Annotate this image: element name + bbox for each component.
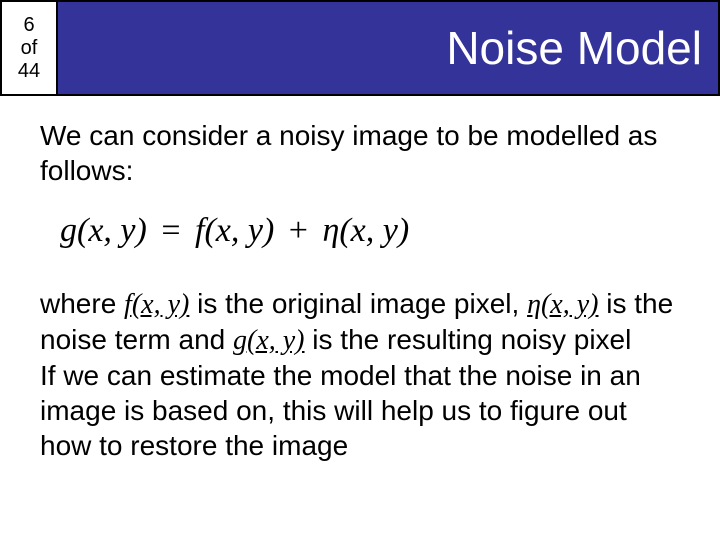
slide-content: We can consider a noisy image to be mode… — [0, 96, 720, 463]
eq-equals: = — [147, 212, 195, 249]
math-f: f(x, y) — [124, 289, 189, 320]
eq-rhs1-args: (x, y) — [204, 212, 274, 249]
page-counter: 6 of 44 — [2, 2, 58, 94]
math-g: g(x, y) — [233, 325, 305, 356]
eq-plus: + — [274, 212, 322, 249]
page-total: 44 — [18, 60, 40, 83]
eq-rhs2-args: (x, y) — [339, 212, 409, 249]
slide-title: Noise Model — [446, 21, 702, 75]
eq-lhs-args: (x, y) — [77, 212, 147, 249]
body-paragraph-2: If we can estimate the model that the no… — [40, 358, 680, 463]
title-wrap: Noise Model — [58, 2, 718, 94]
slide-header: 6 of 44 Noise Model — [0, 0, 720, 96]
body-paragraph-1: where f(x, y) is the original image pixe… — [40, 286, 680, 358]
page-of-label: of — [21, 37, 38, 60]
p1-b: is the original image pixel, — [189, 288, 527, 319]
equation: g(x, y) = f(x, y) + η(x, y) — [60, 212, 680, 250]
eq-rhs2-fn: η — [322, 212, 339, 249]
p1-a: where — [40, 288, 124, 319]
eq-lhs-fn: g — [60, 212, 77, 249]
math-eta: η(x, y) — [527, 289, 598, 320]
page-current: 6 — [23, 14, 34, 37]
intro-text: We can consider a noisy image to be mode… — [40, 118, 680, 188]
p1-d: is the resulting noisy pixel — [305, 324, 632, 355]
